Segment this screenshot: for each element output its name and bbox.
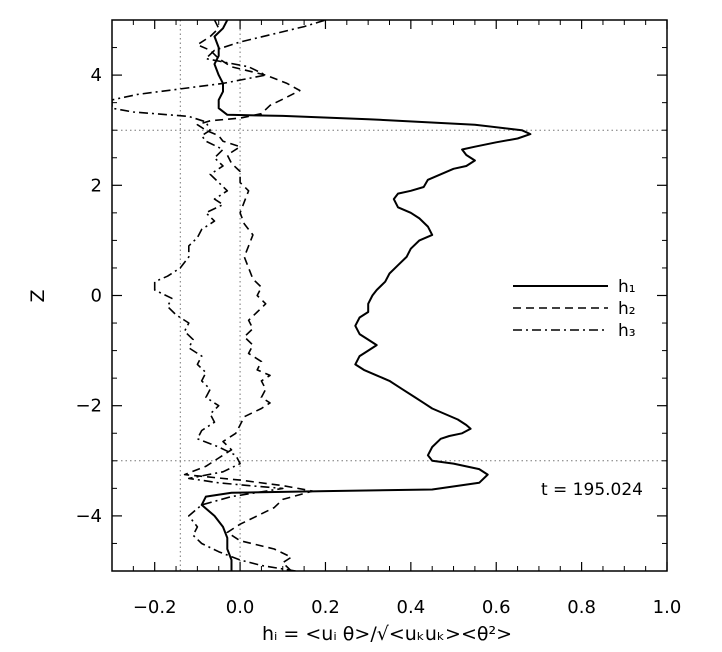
- legend-label-3: h₃: [618, 321, 636, 341]
- x-axis-label: hᵢ = <uᵢ θ>/√<uₖuₖ><θ²>: [262, 623, 512, 645]
- x-tick-label: 0.8: [567, 597, 596, 618]
- y-axis-label: Z: [27, 289, 49, 302]
- x-tick-label: 1.0: [653, 597, 682, 618]
- x-tick-label: 0.4: [397, 597, 426, 618]
- axes-layer: −0.2 0.0 0.2 0.4 0.6 0.8 1.0 −4 −2 0 2 4: [75, 19, 682, 618]
- time-annotation: t = 195.024: [541, 480, 643, 500]
- y-tick-label: −2: [75, 396, 102, 417]
- y-tick-label: 2: [91, 175, 102, 196]
- series-line-3: [112, 20, 326, 571]
- y-tick-label: 4: [91, 65, 102, 86]
- x-tick-label: 0.6: [482, 597, 511, 618]
- series-layer: [112, 20, 532, 571]
- legend-label-1: h₁: [618, 277, 636, 297]
- x-tick-label: −0.2: [133, 597, 177, 618]
- series-line-2: [183, 20, 314, 571]
- series-line-1: [200, 20, 532, 571]
- x-tick-label: 0.0: [226, 597, 255, 618]
- y-tick-label: −4: [75, 506, 102, 527]
- legend-label-2: h₂: [618, 299, 636, 319]
- y-tick-label: 0: [91, 286, 102, 307]
- reference-lines: [112, 20, 667, 571]
- x-tick-label: 0.2: [311, 597, 340, 618]
